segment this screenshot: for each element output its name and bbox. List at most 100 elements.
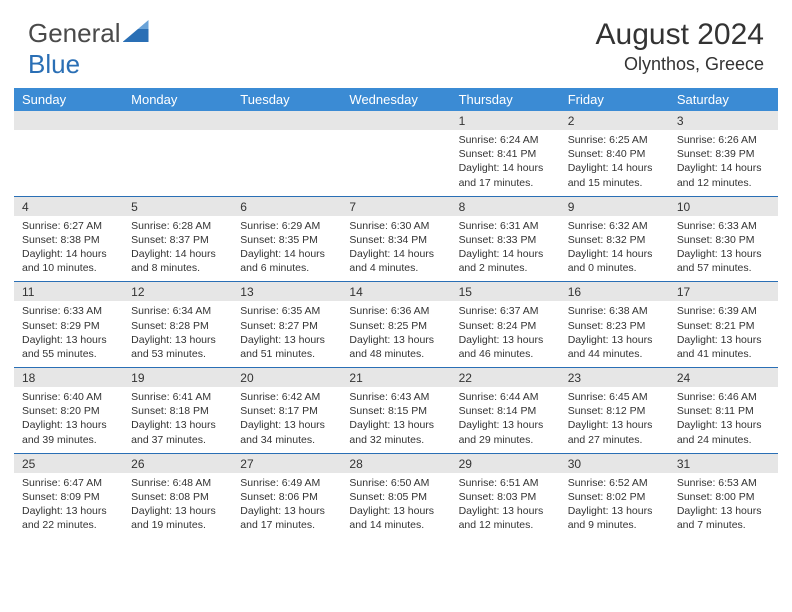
day-cell: Sunrise: 6:33 AMSunset: 8:29 PMDaylight:… xyxy=(14,301,123,367)
day-info-line: Daylight: 14 hours xyxy=(22,247,115,261)
day-cell: Sunrise: 6:52 AMSunset: 8:02 PMDaylight:… xyxy=(560,473,669,539)
day-info-line: Daylight: 13 hours xyxy=(22,333,115,347)
day-number: 24 xyxy=(669,368,778,387)
day-info-line: Daylight: 14 hours xyxy=(349,247,442,261)
day-info-line: Sunset: 8:08 PM xyxy=(131,490,224,504)
day-info-line: Sunset: 8:09 PM xyxy=(22,490,115,504)
day-info-line: and 51 minutes. xyxy=(240,347,333,361)
day-info-line: Sunrise: 6:28 AM xyxy=(131,219,224,233)
day-info-line: Sunset: 8:18 PM xyxy=(131,404,224,418)
day-cell: Sunrise: 6:40 AMSunset: 8:20 PMDaylight:… xyxy=(14,387,123,453)
day-info-line: and 55 minutes. xyxy=(22,347,115,361)
day-number: 3 xyxy=(669,111,778,130)
day-info-line: Sunrise: 6:30 AM xyxy=(349,219,442,233)
day-info-line: Sunrise: 6:24 AM xyxy=(459,133,552,147)
day-info-line: and 8 minutes. xyxy=(131,261,224,275)
brand-part1: General xyxy=(28,18,121,48)
day-info-line: Sunset: 8:29 PM xyxy=(22,319,115,333)
day-number: 5 xyxy=(123,197,232,216)
day-number: 13 xyxy=(232,282,341,301)
day-info-line: Sunset: 8:37 PM xyxy=(131,233,224,247)
day-number: 30 xyxy=(560,454,669,473)
weekday-header: Monday xyxy=(123,88,232,111)
day-info-line: Sunrise: 6:49 AM xyxy=(240,476,333,490)
day-cell: Sunrise: 6:46 AMSunset: 8:11 PMDaylight:… xyxy=(669,387,778,453)
day-info-line: Daylight: 13 hours xyxy=(22,418,115,432)
day-info-line: Sunset: 8:12 PM xyxy=(568,404,661,418)
day-cell: Sunrise: 6:53 AMSunset: 8:00 PMDaylight:… xyxy=(669,473,778,539)
day-info-line: Daylight: 13 hours xyxy=(349,418,442,432)
day-cell: Sunrise: 6:45 AMSunset: 8:12 PMDaylight:… xyxy=(560,387,669,453)
weekday-header-row: SundayMondayTuesdayWednesdayThursdayFrid… xyxy=(14,88,778,111)
day-info-line: Daylight: 13 hours xyxy=(459,504,552,518)
weekday-header: Thursday xyxy=(451,88,560,111)
day-info-line: and 12 minutes. xyxy=(459,518,552,532)
day-number xyxy=(14,111,123,130)
day-number: 22 xyxy=(451,368,560,387)
day-cell: Sunrise: 6:32 AMSunset: 8:32 PMDaylight:… xyxy=(560,216,669,282)
day-number: 15 xyxy=(451,282,560,301)
weekday-header: Tuesday xyxy=(232,88,341,111)
day-number: 26 xyxy=(123,454,232,473)
day-number: 19 xyxy=(123,368,232,387)
day-info-line: Sunset: 8:11 PM xyxy=(677,404,770,418)
day-cell: Sunrise: 6:50 AMSunset: 8:05 PMDaylight:… xyxy=(341,473,450,539)
day-info-line: and 41 minutes. xyxy=(677,347,770,361)
day-info-line: Daylight: 13 hours xyxy=(459,418,552,432)
day-info-line: Sunrise: 6:38 AM xyxy=(568,304,661,318)
day-cell: Sunrise: 6:35 AMSunset: 8:27 PMDaylight:… xyxy=(232,301,341,367)
day-info-line: Sunset: 8:05 PM xyxy=(349,490,442,504)
day-number: 11 xyxy=(14,282,123,301)
day-cell xyxy=(123,130,232,196)
day-cell: Sunrise: 6:51 AMSunset: 8:03 PMDaylight:… xyxy=(451,473,560,539)
day-info-line: Sunrise: 6:37 AM xyxy=(459,304,552,318)
day-info-line: Daylight: 13 hours xyxy=(349,504,442,518)
day-info-line: and 24 minutes. xyxy=(677,433,770,447)
weekday-header: Saturday xyxy=(669,88,778,111)
day-info-line: Sunset: 8:14 PM xyxy=(459,404,552,418)
day-info-line: and 15 minutes. xyxy=(568,176,661,190)
day-info-line: Sunrise: 6:41 AM xyxy=(131,390,224,404)
day-info-line: Sunrise: 6:43 AM xyxy=(349,390,442,404)
day-cell: Sunrise: 6:37 AMSunset: 8:24 PMDaylight:… xyxy=(451,301,560,367)
day-info-line: Daylight: 14 hours xyxy=(568,247,661,261)
day-info-line: Sunset: 8:20 PM xyxy=(22,404,115,418)
day-number: 12 xyxy=(123,282,232,301)
day-info-line: and 29 minutes. xyxy=(459,433,552,447)
brand-part2: Blue xyxy=(28,49,80,79)
day-cell: Sunrise: 6:49 AMSunset: 8:06 PMDaylight:… xyxy=(232,473,341,539)
day-info-line: and 53 minutes. xyxy=(131,347,224,361)
day-info-line: and 22 minutes. xyxy=(22,518,115,532)
title-block: August 2024 Olynthos, Greece xyxy=(596,18,764,75)
day-info-line: Daylight: 13 hours xyxy=(677,333,770,347)
day-info-line: Daylight: 13 hours xyxy=(240,333,333,347)
day-info-line: and 48 minutes. xyxy=(349,347,442,361)
header: General Blue August 2024 Olynthos, Greec… xyxy=(0,0,792,88)
day-cell: Sunrise: 6:42 AMSunset: 8:17 PMDaylight:… xyxy=(232,387,341,453)
day-cell: Sunrise: 6:44 AMSunset: 8:14 PMDaylight:… xyxy=(451,387,560,453)
day-cell: Sunrise: 6:28 AMSunset: 8:37 PMDaylight:… xyxy=(123,216,232,282)
day-cell: Sunrise: 6:27 AMSunset: 8:38 PMDaylight:… xyxy=(14,216,123,282)
day-cell: Sunrise: 6:33 AMSunset: 8:30 PMDaylight:… xyxy=(669,216,778,282)
calendar: SundayMondayTuesdayWednesdayThursdayFrid… xyxy=(0,88,792,538)
day-info-line: Daylight: 13 hours xyxy=(22,504,115,518)
day-number xyxy=(341,111,450,130)
day-info-line: Daylight: 14 hours xyxy=(240,247,333,261)
day-cell: Sunrise: 6:26 AMSunset: 8:39 PMDaylight:… xyxy=(669,130,778,196)
weekday-header: Friday xyxy=(560,88,669,111)
day-cell: Sunrise: 6:38 AMSunset: 8:23 PMDaylight:… xyxy=(560,301,669,367)
day-info-line: and 34 minutes. xyxy=(240,433,333,447)
weekday-header: Sunday xyxy=(14,88,123,111)
day-info-line: Sunrise: 6:39 AM xyxy=(677,304,770,318)
day-info-line: Sunrise: 6:26 AM xyxy=(677,133,770,147)
day-info-line: Sunset: 8:33 PM xyxy=(459,233,552,247)
day-info-line: Sunrise: 6:42 AM xyxy=(240,390,333,404)
day-info-line: and 37 minutes. xyxy=(131,433,224,447)
day-cell xyxy=(232,130,341,196)
day-info-line: Sunset: 8:17 PM xyxy=(240,404,333,418)
day-info-line: Daylight: 13 hours xyxy=(677,504,770,518)
day-info-line: and 17 minutes. xyxy=(459,176,552,190)
week-content-row: Sunrise: 6:40 AMSunset: 8:20 PMDaylight:… xyxy=(14,387,778,453)
day-info-line: and 17 minutes. xyxy=(240,518,333,532)
day-info-line: Daylight: 14 hours xyxy=(459,247,552,261)
